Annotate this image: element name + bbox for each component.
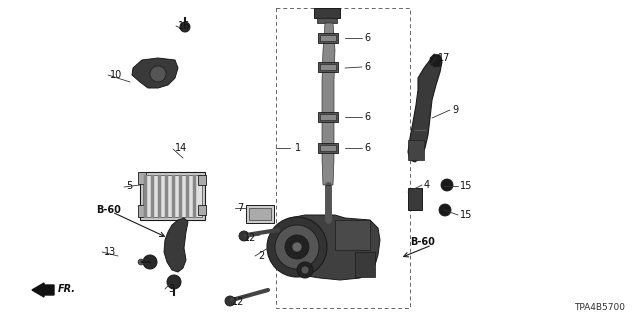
Text: 16: 16 (178, 21, 190, 31)
Text: 12: 12 (244, 233, 257, 243)
Bar (314, 8, 340, 18)
Bar (318, 33, 338, 43)
Bar (317, 18, 337, 23)
Bar (138, 205, 146, 217)
Text: 4: 4 (424, 180, 430, 190)
Text: 2: 2 (258, 251, 264, 261)
Text: B-60: B-60 (410, 237, 435, 247)
Circle shape (275, 225, 319, 269)
Circle shape (225, 296, 235, 306)
Bar (408, 188, 422, 210)
Text: 1: 1 (295, 143, 301, 153)
Circle shape (292, 242, 302, 252)
Bar (318, 112, 338, 122)
Text: 6: 6 (364, 33, 370, 43)
Bar (355, 252, 375, 277)
Bar (246, 205, 274, 223)
Circle shape (143, 255, 157, 269)
Bar (335, 220, 370, 250)
Bar (140, 172, 205, 220)
Bar (143, 175, 202, 217)
Circle shape (439, 204, 451, 216)
Bar (198, 175, 206, 185)
Circle shape (239, 231, 249, 241)
Circle shape (285, 235, 309, 259)
Bar (320, 35, 336, 41)
Text: 6: 6 (364, 112, 370, 122)
Text: 14: 14 (175, 143, 188, 153)
Bar (249, 208, 271, 220)
Bar (318, 62, 338, 72)
Bar (138, 172, 146, 184)
Bar (320, 114, 336, 120)
Text: 9: 9 (452, 105, 458, 115)
Polygon shape (322, 23, 335, 185)
FancyArrow shape (32, 283, 54, 297)
Text: FR.: FR. (58, 284, 76, 294)
Circle shape (297, 262, 313, 278)
Circle shape (301, 266, 309, 274)
Bar (320, 64, 336, 70)
Circle shape (180, 22, 190, 32)
Text: 15: 15 (460, 181, 472, 191)
Text: 15: 15 (460, 210, 472, 220)
Bar (318, 143, 338, 153)
Bar (276, 8, 410, 308)
Bar (320, 145, 336, 151)
Text: B-60: B-60 (96, 205, 121, 215)
Bar (408, 140, 424, 160)
Circle shape (150, 66, 166, 82)
Circle shape (167, 275, 181, 289)
Text: 10: 10 (110, 70, 122, 80)
Text: TPA4B5700: TPA4B5700 (574, 303, 625, 312)
Polygon shape (408, 58, 442, 162)
Polygon shape (282, 215, 380, 280)
Polygon shape (132, 58, 178, 88)
Text: 13: 13 (104, 247, 116, 257)
Text: 3: 3 (168, 284, 174, 294)
Text: 6: 6 (364, 143, 370, 153)
Text: 6: 6 (364, 62, 370, 72)
Circle shape (138, 259, 144, 265)
Polygon shape (164, 218, 188, 272)
Text: 5: 5 (126, 181, 132, 191)
Polygon shape (430, 54, 442, 67)
Text: 7: 7 (237, 203, 243, 213)
Bar (198, 205, 206, 215)
Circle shape (441, 179, 453, 191)
Text: 17: 17 (438, 53, 451, 63)
Circle shape (267, 217, 327, 277)
Text: 12: 12 (232, 297, 244, 307)
